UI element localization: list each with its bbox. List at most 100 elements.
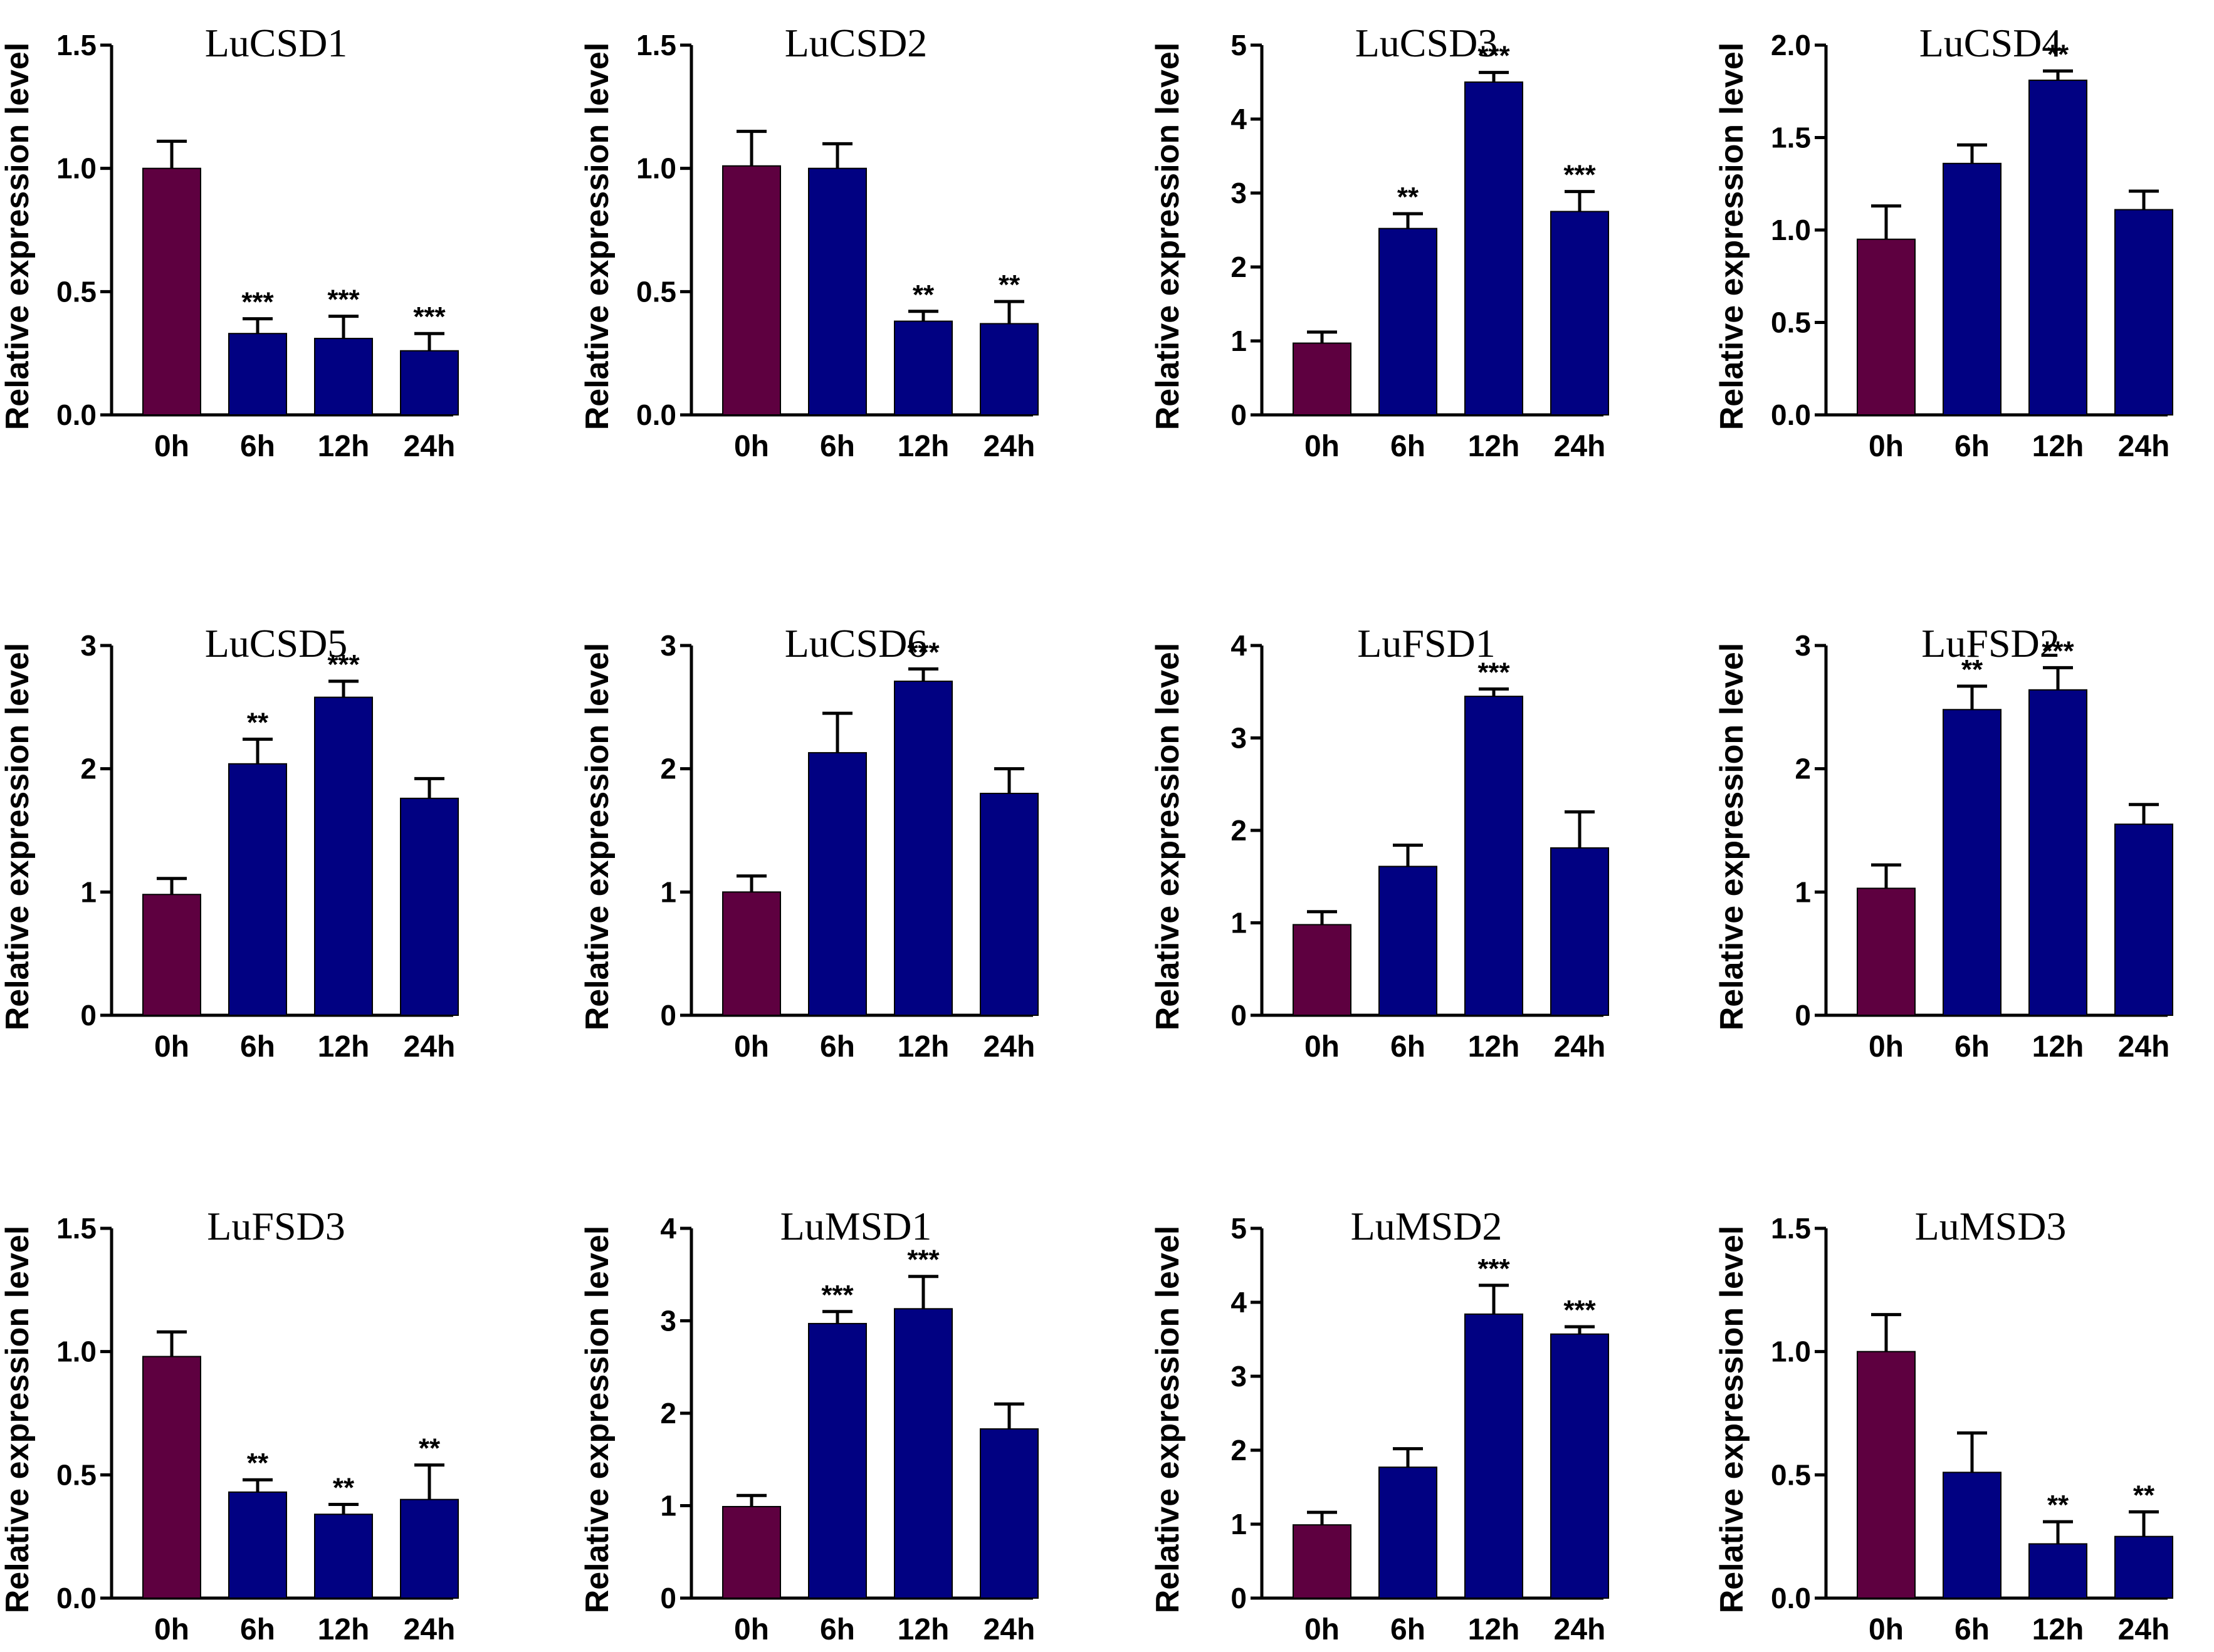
- y-axis-label: Relative expression level: [0, 1226, 36, 1614]
- y-tick-label: 1: [660, 876, 676, 908]
- y-tick-label: 1.0: [56, 152, 97, 185]
- x-tick-label: 0h: [1869, 1613, 1904, 1646]
- x-tick-label: 0h: [154, 1030, 189, 1064]
- bar-0h: [142, 894, 201, 1017]
- significance-label: ***: [413, 301, 446, 332]
- bar-24h: [980, 1428, 1039, 1599]
- x-tick-label: 0h: [1304, 430, 1340, 463]
- y-tick-label: 3: [660, 1305, 676, 1337]
- x-tick-label: 12h: [2032, 430, 2084, 463]
- x-tick-label: 24h: [404, 1613, 456, 1646]
- bar-24h: [400, 797, 459, 1017]
- chart-panel-lumsd2: LuMSD2 Relative expression level 0 1 2 3 4 5 0h 6…: [1150, 1204, 1609, 1646]
- significance-label: **: [2047, 39, 2069, 70]
- y-tick-label: 4: [1230, 629, 1247, 662]
- chart-panel-lucsd4: LuCSD4 Relative expression level 0.0 0.5 1.0…: [1714, 21, 2173, 463]
- bar-24h: [1550, 847, 1609, 1017]
- bar-12h: [1464, 696, 1523, 1016]
- bar-24h: [1550, 211, 1609, 416]
- chart-title: LuFSD1: [1357, 621, 1496, 666]
- x-tick-label: 12h: [318, 1613, 370, 1646]
- y-tick-label: 5: [1230, 1212, 1247, 1245]
- y-tick-label: 0.0: [1771, 399, 1811, 431]
- y-tick-label: 0: [660, 999, 676, 1032]
- x-tick-label: 0h: [154, 430, 189, 463]
- x-tick-label: 12h: [2032, 1613, 2084, 1646]
- y-tick-label: 3: [1230, 1360, 1247, 1393]
- x-tick-label: 0h: [1869, 430, 1904, 463]
- y-tick-label: 0: [80, 999, 97, 1032]
- x-tick-label: 24h: [404, 430, 456, 463]
- x-tick-label: 12h: [1468, 1613, 1520, 1646]
- x-tick-label: 6h: [240, 430, 275, 463]
- y-tick-label: 2: [1230, 1434, 1247, 1466]
- bar-0h: [722, 891, 781, 1017]
- x-tick-label: 12h: [318, 1030, 370, 1064]
- bar-24h: [1550, 1333, 1609, 1599]
- significance-label: **: [2133, 1480, 2155, 1510]
- bar-0h: [1857, 1351, 1916, 1599]
- y-tick-label: 2: [1230, 814, 1247, 847]
- y-tick-label: 1: [660, 1490, 676, 1522]
- y-axis-label: Relative expression level: [579, 43, 616, 431]
- chart-title: LuCSD5: [205, 621, 348, 666]
- bar-0h: [1293, 924, 1351, 1016]
- y-tick-label: 0.0: [1771, 1582, 1811, 1614]
- x-tick-label: 0h: [734, 430, 769, 463]
- bar-0h: [142, 1356, 201, 1599]
- chart-panel-lufsd3: LuFSD3 Relative expression level 0.0 0.5 1.0…: [0, 1204, 459, 1646]
- x-tick-label: 6h: [1390, 430, 1425, 463]
- bar-12h: [894, 320, 953, 416]
- y-axis-label: Relative expression level: [1150, 1226, 1186, 1614]
- bar-0h: [1293, 1524, 1351, 1599]
- x-tick-label: 12h: [898, 1613, 950, 1646]
- significance-label: ***: [241, 287, 274, 318]
- chart-title: LuMSD3: [1915, 1204, 2067, 1248]
- significance-label: ***: [327, 285, 360, 315]
- significance-label: ***: [1563, 1295, 1596, 1325]
- significance-label: ***: [327, 649, 360, 680]
- bar-12h: [2028, 689, 2087, 1017]
- y-tick-label: 0.0: [56, 1582, 97, 1614]
- bar-6h: [808, 167, 867, 416]
- chart-panel-lucsd5: LuCSD5 Relative expression level 0 1 2 3 0h ** 6…: [0, 621, 459, 1064]
- x-tick-label: 12h: [1468, 1030, 1520, 1064]
- x-tick-label: 24h: [404, 1030, 456, 1064]
- y-tick-label: 2: [1230, 251, 1247, 283]
- chart-title: LuCSD6: [785, 621, 928, 666]
- significance-label: **: [333, 1473, 355, 1503]
- y-tick-label: 0.5: [636, 275, 676, 308]
- x-tick-label: 0h: [1869, 1030, 1904, 1064]
- bar-12h: [1464, 81, 1523, 416]
- bar-0h: [1293, 342, 1351, 416]
- x-tick-label: 12h: [898, 1030, 950, 1064]
- bar-6h: [228, 763, 287, 1017]
- bar-12h: [314, 338, 373, 416]
- y-tick-label: 1.5: [1771, 122, 1811, 154]
- chart-title: LuFSD3: [207, 1204, 345, 1248]
- x-tick-label: 6h: [1954, 430, 1990, 463]
- bar-24h: [400, 1498, 459, 1599]
- x-tick-label: 0h: [734, 1613, 769, 1646]
- x-tick-label: 24h: [1554, 1030, 1606, 1064]
- significance-label: **: [247, 1448, 269, 1478]
- x-tick-label: 24h: [1554, 1613, 1606, 1646]
- significance-label: **: [247, 707, 269, 738]
- x-tick-label: 6h: [240, 1613, 275, 1646]
- bar-6h: [1378, 865, 1437, 1017]
- chart-title: LuMSD1: [780, 1204, 932, 1248]
- y-tick-label: 0: [660, 1582, 676, 1614]
- y-tick-label: 4: [660, 1212, 676, 1245]
- y-tick-label: 1.5: [56, 1212, 97, 1245]
- x-tick-label: 0h: [734, 1030, 769, 1064]
- x-tick-label: 24h: [984, 430, 1036, 463]
- x-tick-label: 0h: [1304, 1030, 1340, 1064]
- significance-label: ***: [1477, 41, 1510, 71]
- x-tick-label: 6h: [1390, 1030, 1425, 1064]
- y-axis-label: Relative expression level: [579, 1226, 616, 1614]
- x-tick-label: 6h: [1390, 1613, 1425, 1646]
- y-tick-label: 0: [1795, 999, 1811, 1032]
- chart-panel-lucsd6: LuCSD6 Relative expression level 0 1 2 3 0h 6h *…: [579, 621, 1039, 1064]
- x-tick-label: 0h: [1304, 1613, 1340, 1646]
- bar-12h: [1464, 1313, 1523, 1599]
